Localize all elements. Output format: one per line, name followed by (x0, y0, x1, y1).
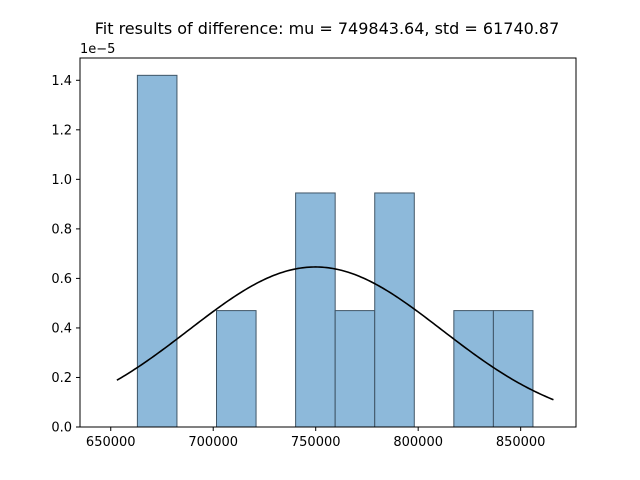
x-tick-label: 700000 (188, 435, 238, 450)
y-tick-label: 1.0 (51, 173, 72, 188)
y-tick-label: 0.6 (51, 272, 72, 287)
y-tick-label: 1.2 (51, 123, 72, 138)
y-tick-label: 0.4 (51, 321, 72, 336)
histogram-bar-8 (453, 310, 494, 428)
chart-title: Fit results of difference: mu = 749843.6… (95, 19, 560, 38)
y-tick-label: 0.2 (51, 371, 72, 386)
x-tick-label: 650000 (86, 435, 136, 450)
histogram-bar-6 (374, 192, 415, 428)
y-tick-label: 0.0 (51, 421, 72, 436)
histogram-bar-2 (216, 310, 257, 428)
x-tick-label: 750000 (291, 435, 341, 450)
plot-frame (79, 57, 577, 428)
y-tick-label: 1.4 (51, 74, 72, 89)
y-scale-label: 1e−5 (80, 42, 115, 57)
histogram-bar-0 (136, 74, 178, 428)
y-tick-label: 0.8 (51, 222, 72, 237)
x-tick-label: 850000 (496, 435, 546, 450)
x-axis: 650000 700000 750000 800000 850000 (86, 427, 546, 450)
histogram-bar-9 (492, 310, 534, 428)
y-axis: 0.0 0.2 0.4 0.6 0.8 1.0 1.2 1.4 (51, 74, 80, 436)
histogram-bar-5 (334, 310, 376, 428)
fit-curve (116, 266, 554, 401)
x-tick-label: 800000 (393, 435, 443, 450)
histogram-bar-4 (295, 192, 336, 428)
histogram-bars (136, 74, 534, 428)
